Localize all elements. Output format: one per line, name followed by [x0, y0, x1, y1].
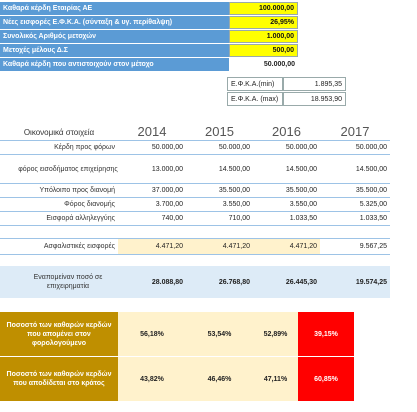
table-cell: 1.033,50 — [359, 215, 387, 222]
table-cell: 14.500,00 — [355, 165, 387, 173]
table-cell: 47,11% — [253, 357, 298, 401]
efka-max-label: Ε.Φ.Κ.Α. (max) — [227, 92, 283, 106]
member-shares-value[interactable]: 500,00 — [229, 44, 298, 57]
row-label-distribution-tax: Φόρος διανομής — [64, 201, 115, 208]
row-divider — [0, 211, 390, 212]
table-cell: 35.500,00 — [218, 187, 250, 194]
table-cell: 37.000,00 — [151, 187, 183, 194]
table-cell: 39,15% — [298, 312, 354, 356]
remaining-label: Εναπομείναν ποσό σε επιχειρηματία — [33, 274, 103, 290]
efka-max-value: 18.953,90 — [283, 92, 346, 106]
member-shares-label: Μετοχές μέλους Δ.Σ — [0, 44, 229, 57]
table-cell: 9.567,25 — [359, 243, 387, 250]
row-divider — [0, 254, 390, 255]
pct-owner-label: Ποσοστό των καθαρών κερδών που απομένει … — [0, 312, 118, 356]
table-cell: 28.088,80 — [151, 278, 183, 286]
table-cell: 46,46% — [186, 357, 253, 401]
table-cell: 4.471,20 — [118, 239, 186, 254]
table-cell: 60,85% — [298, 357, 354, 401]
row-label-income-tax: φόρος εισοδήματος επιχείρησης — [18, 165, 118, 173]
financial-header: Οικονομικά στοιχεία — [23, 127, 95, 137]
table-cell: 740,00 — [161, 215, 183, 222]
pct-state-label: Ποσοστό των καθαρών κερδών που αποδίδετα… — [0, 357, 118, 401]
table-cell: 26.768,80 — [218, 278, 250, 286]
shareholder-profit-label: Καθαρά κέρδη που αντιστοιχούν στον μέτοχ… — [0, 58, 229, 71]
table-cell: 53,54% — [186, 312, 253, 356]
row-divider — [0, 183, 390, 184]
year-2014: 2014 — [137, 123, 167, 139]
total-shares-value[interactable]: 1.000,00 — [229, 30, 298, 43]
table-cell: 14.500,00 — [218, 165, 250, 173]
table-cell: 710,00 — [228, 215, 250, 222]
table-cell: 3.700,00 — [155, 201, 183, 208]
remaining-row: Εναπομείναν ποσό σε επιχειρηματία 28.088… — [0, 266, 390, 298]
table-cell: 3.550,00 — [289, 201, 317, 208]
table-cell: 50.000,00 — [355, 144, 387, 151]
row-label-solidarity: Εισφορά αλληλεγγύης — [46, 215, 115, 222]
efka-rate-value[interactable]: 26,95% — [229, 16, 298, 29]
efka-min-value: 1.895,35 — [283, 77, 346, 91]
net-profit-label: Καθαρά κέρδη Εταιρίας ΑΕ — [0, 2, 229, 15]
table-cell: 56,18% — [118, 312, 186, 356]
table-cell: 52,89% — [253, 312, 298, 356]
table-cell: 19.574,25 — [355, 278, 387, 286]
table-cell: 50.000,00 — [151, 144, 183, 151]
header-divider — [0, 140, 390, 141]
table-cell: 3.550,00 — [222, 201, 250, 208]
table-cell: 4.471,20 — [253, 239, 320, 254]
table-cell: 35.500,00 — [355, 187, 387, 194]
net-profit-value[interactable]: 100.000,00 — [229, 2, 298, 15]
year-2016: 2016 — [272, 123, 301, 139]
table-cell: 43,82% — [118, 357, 186, 401]
row-divider — [0, 197, 390, 198]
total-shares-label: Συνολικός Αριθμός μετοχών — [0, 30, 229, 43]
efka-rate-label: Νέες εισφορές Ε.Φ.Κ.Α. (σύνταξη & υγ. πε… — [0, 16, 229, 29]
table-cell: 5.325,00 — [359, 201, 387, 208]
table-cell: 13.000,00 — [151, 165, 183, 173]
table-cell: 14.500,00 — [285, 165, 317, 173]
table-cell: 50.000,00 — [218, 144, 250, 151]
shareholder-profit-value: 50.000,00 — [263, 61, 295, 68]
efka-min-label: Ε.Φ.Κ.Α.(min) — [227, 77, 283, 91]
insurance-label: Ασφαλιστικές εισφορές — [43, 243, 115, 250]
table-cell: 50.000,00 — [285, 144, 317, 151]
year-2017: 2017 — [340, 123, 370, 139]
year-2015: 2015 — [205, 123, 234, 139]
table-cell: 35.500,00 — [285, 187, 317, 194]
table-cell: 1.033,50 — [289, 215, 317, 222]
row-label-remaining-distribution: Υπόλοιπο προς διανομή — [39, 187, 115, 194]
row-label-profit-before-tax: Κέρδη προς φόρων — [54, 144, 115, 151]
row-divider — [0, 238, 390, 239]
table-cell: 26.445,30 — [285, 278, 317, 286]
table-cell: 4.471,20 — [186, 239, 253, 254]
row-divider — [0, 154, 390, 155]
row-divider — [0, 225, 390, 226]
